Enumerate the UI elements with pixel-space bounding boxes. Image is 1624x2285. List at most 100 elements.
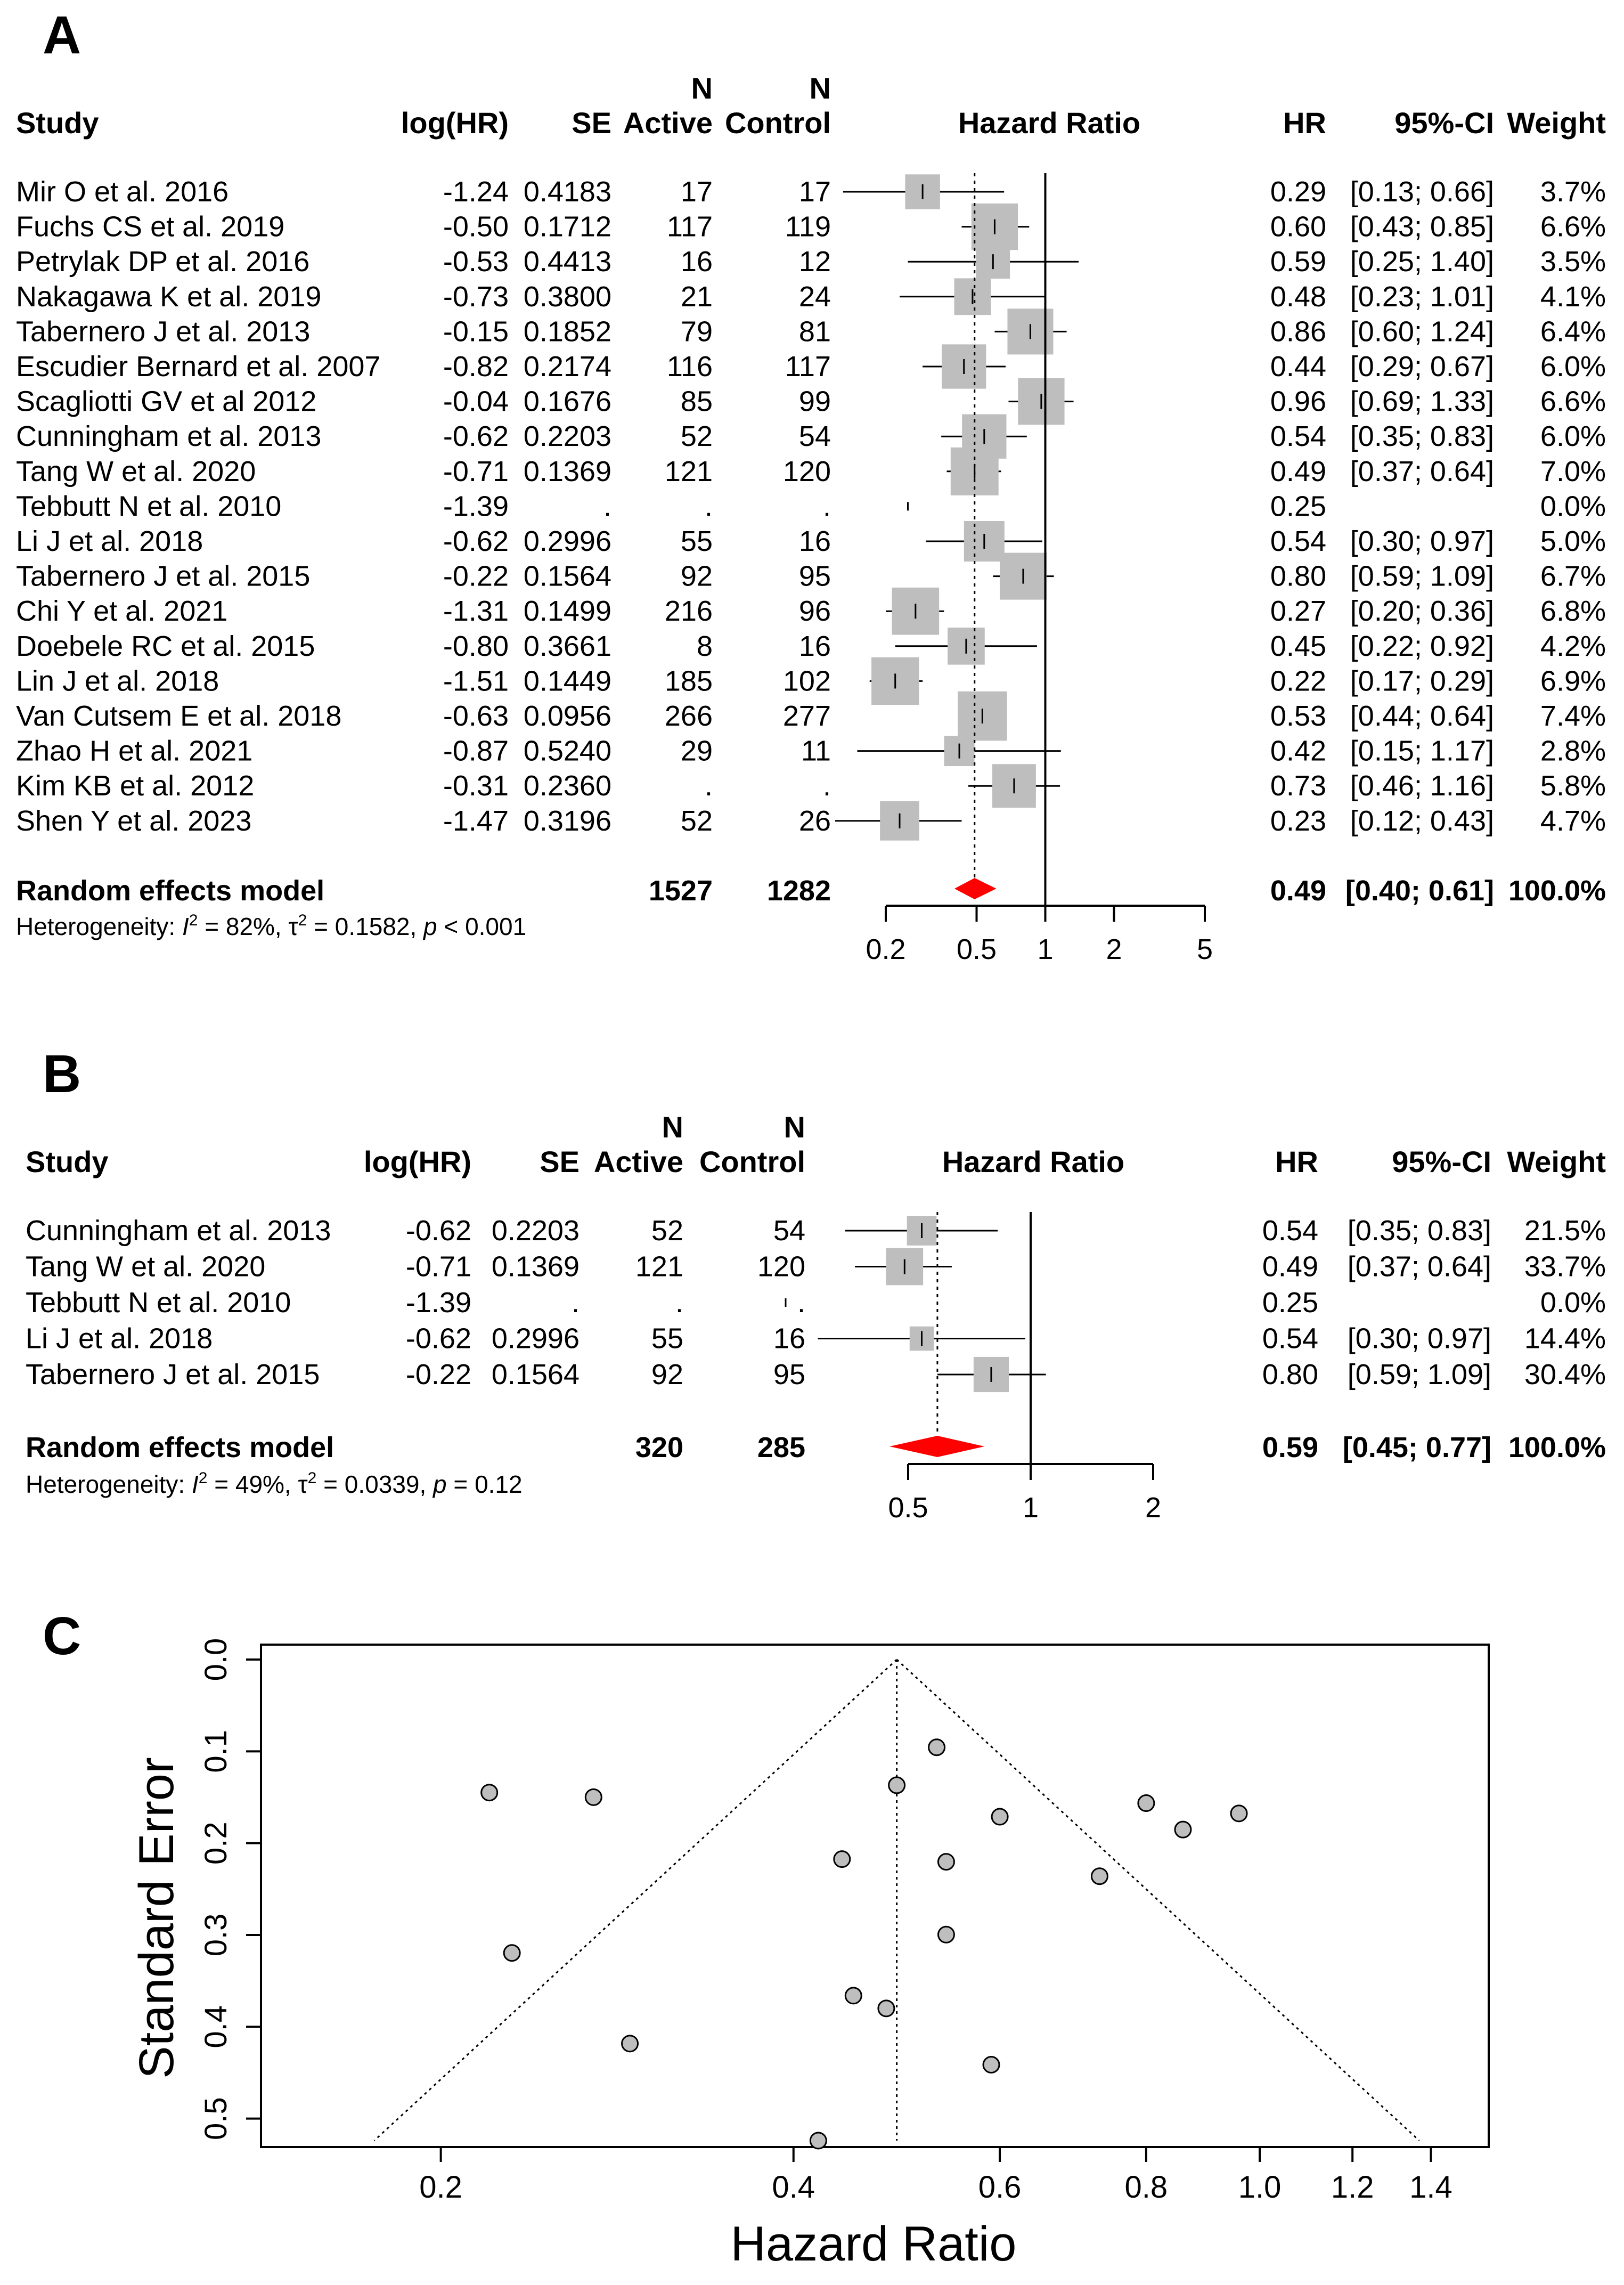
hr-value: 0.44: [1270, 351, 1326, 383]
se-value: 0.1712: [524, 211, 611, 243]
study-name: Tang W et al. 2020: [26, 1251, 265, 1283]
control-n: 16: [773, 1323, 805, 1355]
ci-value: [0.17; 0.29]: [1350, 665, 1494, 697]
x-tick-label: 0.8: [1125, 2170, 1168, 2205]
hr-value: 0.25: [1262, 1287, 1318, 1319]
weight-value: 3.5%: [1540, 246, 1606, 278]
heterogeneity-text: Heterogeneity: I2 = 82%, τ2 = 0.1582, p …: [16, 912, 526, 940]
active-n: 55: [651, 1323, 683, 1355]
se-value: 0.1369: [492, 1251, 580, 1283]
study-point: [584, 1788, 602, 1806]
header-study: Study: [16, 106, 99, 140]
x-tick-label: 0.2: [866, 933, 905, 965]
header-ci: 95%-CI: [1394, 106, 1494, 140]
header-plot: Hazard Ratio: [958, 106, 1140, 140]
x-tick-label: 5: [1197, 933, 1213, 965]
active-n: .: [675, 1287, 683, 1319]
hr-value: 0.48: [1270, 281, 1326, 313]
loghr-value: -1.47: [443, 805, 509, 837]
se-value: .: [572, 1287, 580, 1319]
active-n: 92: [681, 560, 713, 592]
ci-value: [0.59; 1.09]: [1350, 560, 1494, 592]
ci-value: [0.12; 0.43]: [1350, 805, 1494, 837]
study-point: [1090, 1867, 1108, 1885]
header-loghr: log(HR): [401, 106, 509, 140]
header-control: Control: [699, 1145, 805, 1178]
study-name: Petrylak DP et al. 2016: [16, 246, 309, 278]
hr-value: 0.22: [1270, 665, 1326, 697]
summary-weight: 100.0%: [1508, 875, 1606, 907]
se-value: 0.4183: [524, 176, 611, 208]
loghr-value: -1.39: [443, 490, 509, 522]
se-value: 0.4413: [524, 246, 611, 278]
hr-value: 0.42: [1270, 735, 1326, 767]
summary-control: 1282: [767, 875, 831, 907]
active-n: 8: [697, 630, 713, 662]
study-name: Chi Y et al. 2021: [16, 595, 227, 627]
summary-weight: 100.0%: [1508, 1432, 1606, 1463]
header-n-active: N: [662, 1110, 683, 1144]
y-axis-label: Standard Error: [129, 1757, 184, 2078]
control-n: .: [797, 1287, 805, 1319]
summary-active: 320: [635, 1432, 683, 1463]
study-point: [621, 2035, 639, 2053]
x-tick-label: 0.4: [772, 2170, 815, 2205]
se-value: 0.3661: [524, 630, 611, 662]
forest-plot-area: 0.2 0.5 1 2 5: [835, 173, 1213, 965]
study-point: [1230, 1804, 1248, 1823]
se-value: 0.2203: [492, 1215, 580, 1247]
se-value: 0.3800: [524, 281, 611, 313]
loghr-value: -0.63: [443, 700, 509, 732]
se-value: 0.1449: [524, 665, 611, 697]
weight-value: 6.8%: [1540, 595, 1606, 627]
active-n: 121: [635, 1251, 683, 1283]
active-n: 52: [681, 805, 713, 837]
ci-value: [0.13; 0.66]: [1350, 176, 1494, 208]
active-n: 121: [665, 456, 713, 487]
weight-value: 0.0%: [1540, 1287, 1606, 1319]
study-name: Doebele RC et al. 2015: [16, 630, 315, 662]
study-name: Tabernero J et al. 2015: [26, 1359, 320, 1390]
weight-value: 6.7%: [1540, 560, 1606, 592]
x-tick-label: 0.6: [978, 2170, 1022, 2205]
loghr-value: -0.73: [443, 281, 509, 313]
ci-value: [0.15; 1.17]: [1350, 735, 1494, 767]
weight-value: 33.7%: [1524, 1251, 1606, 1283]
active-n: 17: [681, 176, 713, 208]
control-n: 17: [799, 176, 831, 208]
hr-value: 0.80: [1262, 1359, 1318, 1390]
x-tick-label: 1: [1023, 1492, 1039, 1524]
active-n: 216: [665, 595, 713, 627]
control-n: 95: [799, 560, 831, 592]
study-name: Kim KB et al. 2012: [16, 770, 254, 802]
loghr-value: -1.31: [443, 595, 509, 627]
loghr-value: -0.62: [406, 1215, 471, 1247]
loghr-value: -0.62: [443, 525, 509, 557]
study-point: [877, 1999, 895, 2018]
weight-value: 21.5%: [1524, 1215, 1606, 1247]
header-plot: Hazard Ratio: [942, 1145, 1124, 1178]
y-tick-label: 0.4: [199, 2005, 233, 2048]
hr-value: 0.45: [1270, 630, 1326, 662]
y-tick-label: 0.3: [199, 1914, 233, 1957]
study-point: [1174, 1820, 1192, 1839]
x-tick-label: 1.4: [1409, 2170, 1452, 2205]
weight-value: 5.8%: [1540, 770, 1606, 802]
active-n: 116: [667, 351, 713, 383]
control-n: 95: [773, 1359, 805, 1390]
loghr-value: -0.71: [406, 1251, 471, 1283]
y-tick-label: 0.5: [199, 2097, 233, 2140]
summary-ci: [0.45; 0.77]: [1343, 1432, 1491, 1463]
weight-value: 4.1%: [1540, 281, 1606, 313]
ci-value: [0.35; 0.83]: [1348, 1215, 1491, 1247]
study-point: [480, 1784, 499, 1802]
hr-value: 0.53: [1270, 700, 1326, 732]
header-loghr: log(HR): [364, 1145, 471, 1178]
weight-value: 4.2%: [1540, 630, 1606, 662]
active-n: 92: [651, 1359, 683, 1390]
weight-value: 30.4%: [1524, 1359, 1606, 1390]
control-n: 16: [799, 630, 831, 662]
ci-value: [0.25; 1.40]: [1350, 246, 1494, 278]
heterogeneity-text: Heterogeneity: I2 = 49%, τ2 = 0.0339, p …: [26, 1469, 523, 1498]
ci-value: [0.20; 0.36]: [1350, 595, 1494, 627]
